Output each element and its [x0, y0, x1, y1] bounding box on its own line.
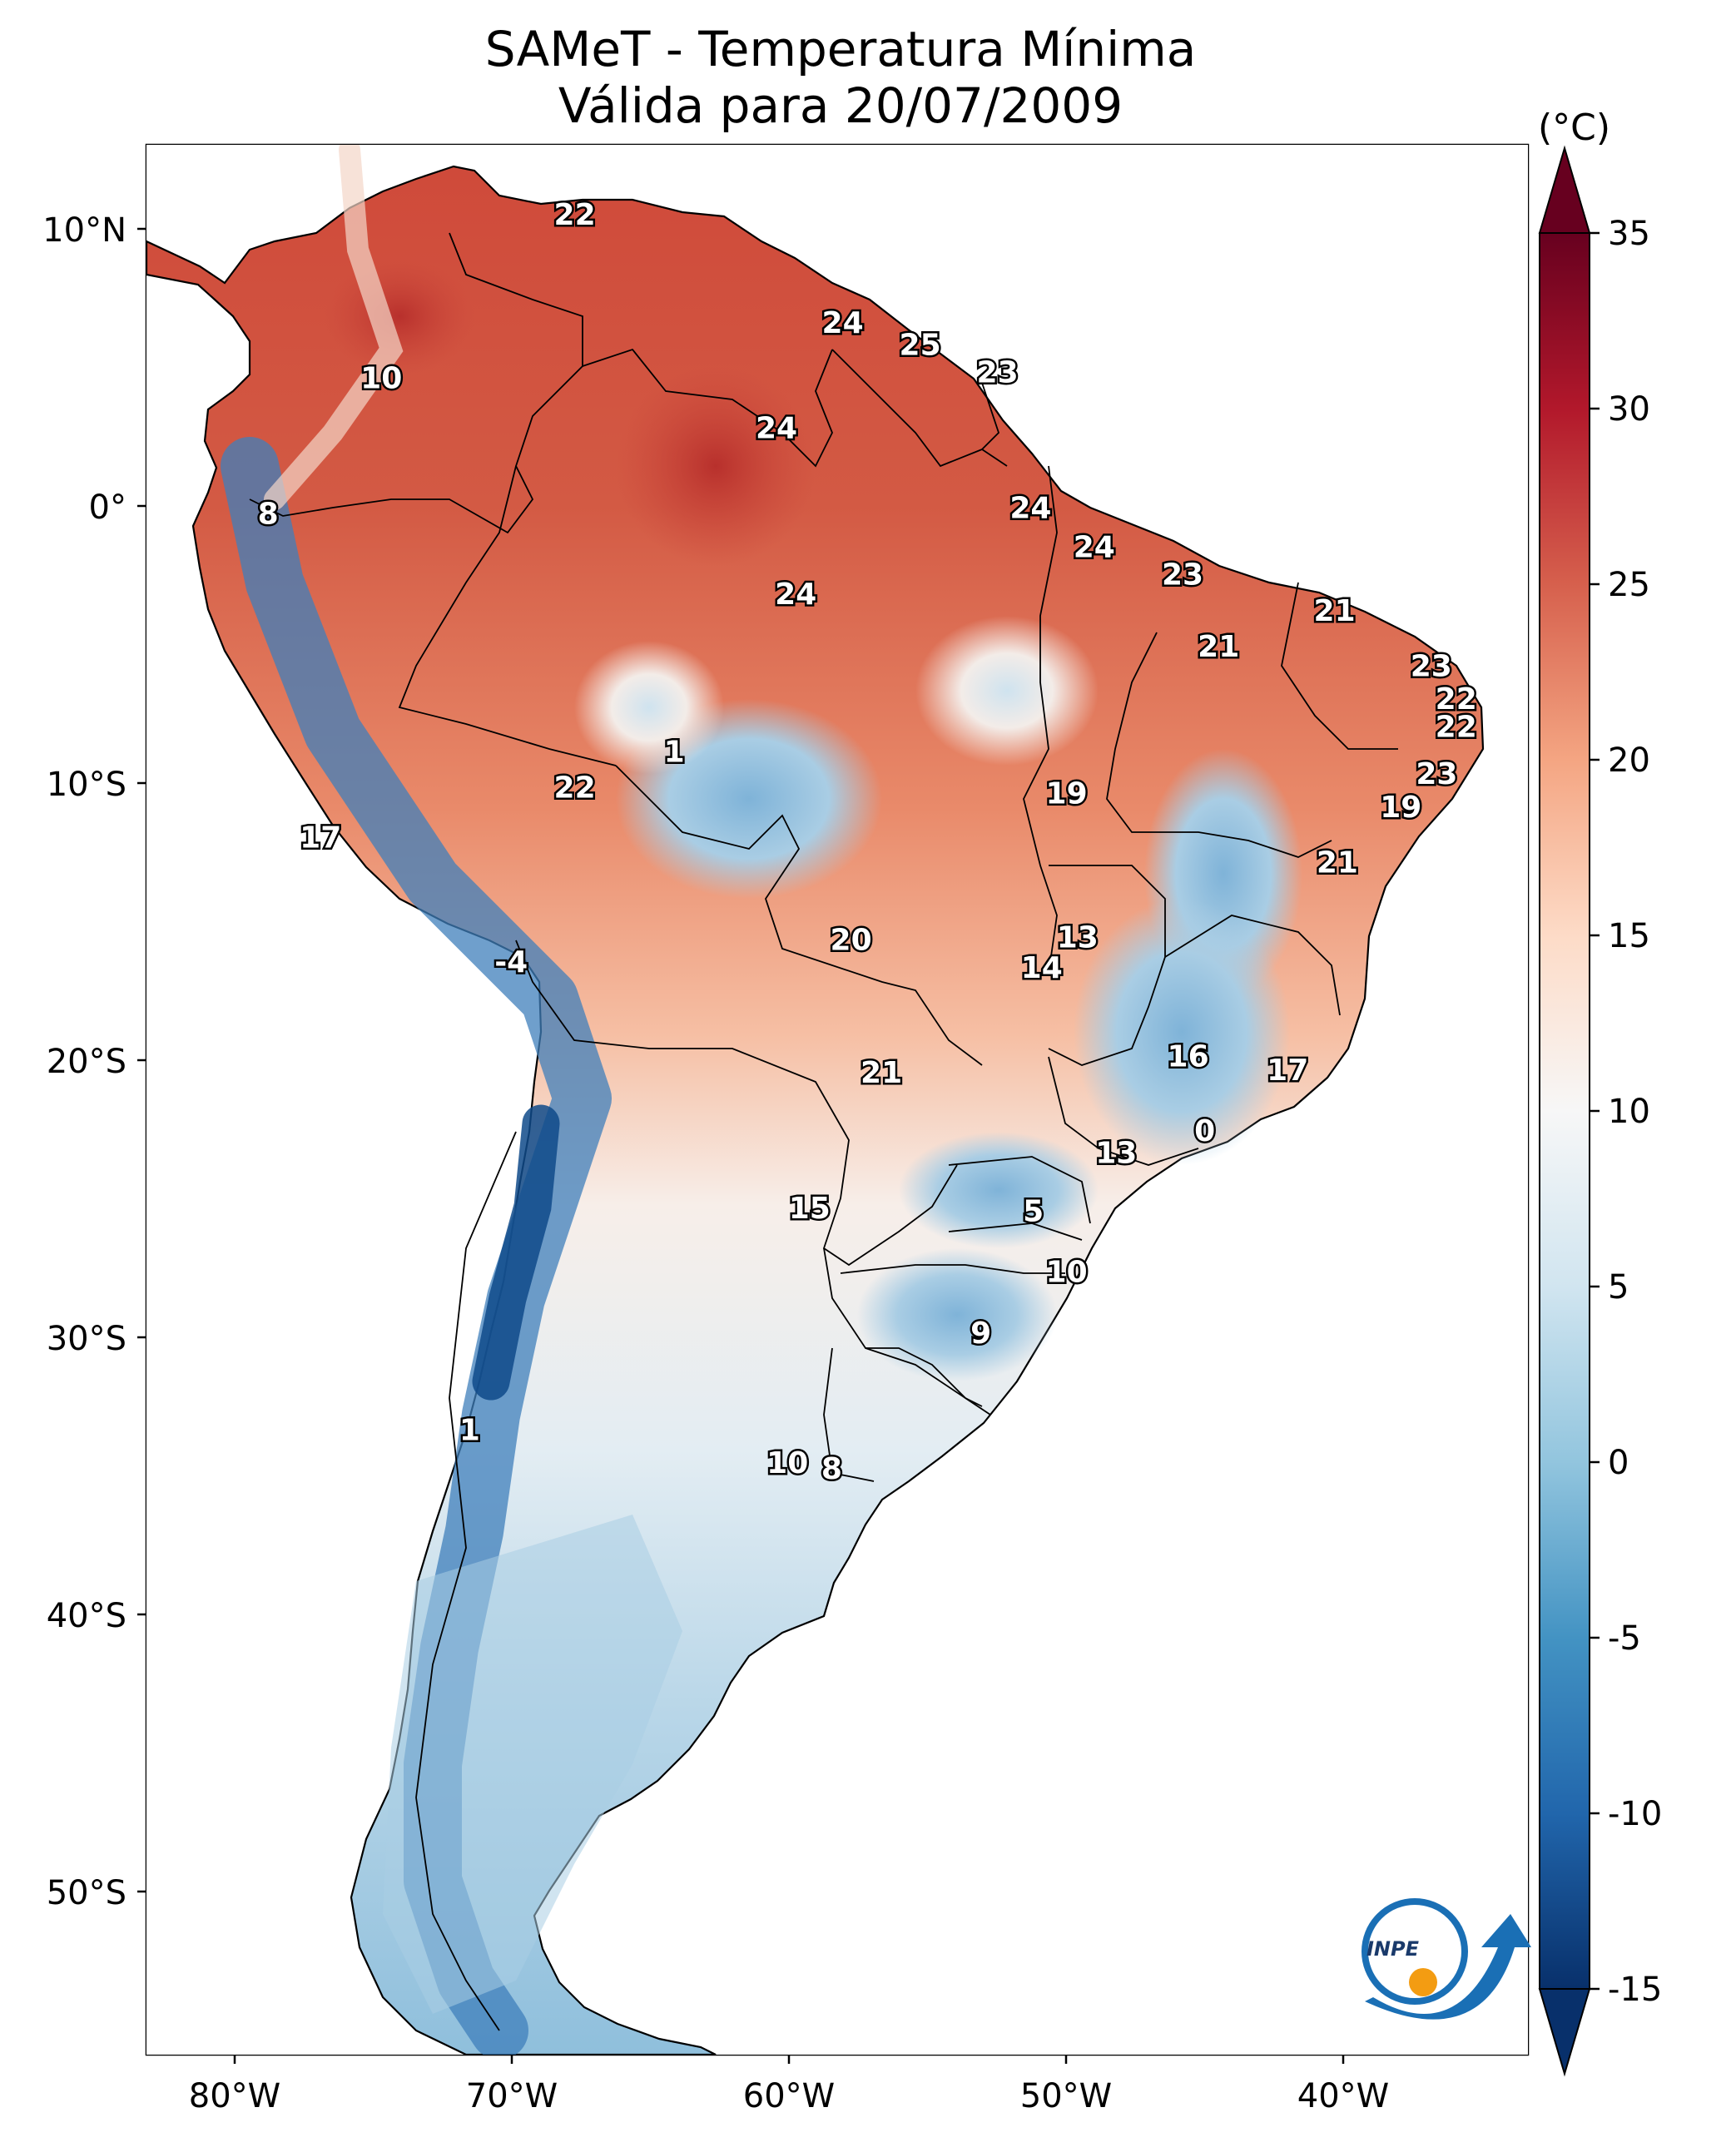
cold-area-minas	[1074, 899, 1290, 1165]
lat-tick-label: 20°S	[47, 1043, 126, 1081]
temperature-label: 22	[554, 771, 596, 806]
colorbar: 35 30 25 20 15 10 5 0 -5 -10 -15	[1538, 145, 1662, 2077]
temperature-label: 22	[554, 198, 596, 232]
lat-tick-label: 40°S	[47, 1597, 126, 1635]
colorbar-tick-label: 10	[1608, 1093, 1650, 1131]
temperature-label: 19	[1380, 791, 1421, 825]
temperature-label: 23	[977, 356, 1019, 390]
logo-arrow-icon	[1365, 1914, 1531, 2020]
temperature-label: 13	[1095, 1137, 1137, 1171]
temperature-label: 22	[1436, 711, 1477, 745]
temperature-label: 24	[775, 578, 816, 612]
temperature-label: 8	[258, 497, 279, 531]
temperature-label: 8	[821, 1452, 842, 1486]
temperature-label: 21	[1198, 630, 1239, 664]
map-title: SAMeT - Temperatura Mínima	[484, 21, 1197, 77]
lat-tick-label: 50°S	[47, 1874, 126, 1912]
hot-area-amazon	[616, 366, 816, 566]
lat-axis: 10°N 0° 10°S 20°S 30°S 40°S 50°S	[42, 211, 146, 1912]
temperature-label: 13	[1057, 920, 1099, 955]
northern-andes-band	[264, 145, 404, 510]
lat-tick-label: 10°S	[47, 766, 126, 804]
colorbar-min-extend	[1538, 1988, 1591, 2077]
temperature-label: 24	[1074, 530, 1115, 564]
temperature-label: 19	[1046, 776, 1088, 811]
temperature-label: 24	[822, 306, 864, 340]
temperature-label: 5	[1023, 1195, 1044, 1229]
temperature-label: 1	[459, 1413, 480, 1447]
colorbar-tick-label: 15	[1608, 917, 1650, 955]
lat-tick-label: 30°S	[47, 1320, 126, 1358]
temperature-label: 17	[300, 821, 341, 855]
temperature-label: 21	[1317, 846, 1358, 880]
patagonia-cold-area	[383, 1515, 682, 2014]
temperature-label: 17	[1267, 1054, 1308, 1088]
lat-tick-label: 0°	[89, 488, 126, 527]
temperature-label: 23	[1162, 558, 1203, 593]
temperature-label: 23	[1411, 649, 1452, 683]
colorbar-tick-label: -5	[1608, 1619, 1641, 1658]
colorbar-max-extend	[1538, 145, 1591, 234]
lon-tick-label: 70°W	[466, 2077, 558, 2115]
temperature-label: 15	[789, 1192, 831, 1226]
pale-area-amazonas	[574, 641, 724, 774]
temperature-label: 0	[1194, 1114, 1215, 1148]
colorbar-tick-label: 5	[1608, 1268, 1629, 1307]
lon-tick-label: 80°W	[189, 2077, 280, 2115]
colorbar-tick-label: 0	[1608, 1444, 1629, 1482]
colorbar-tick-label: -15	[1608, 1971, 1662, 2009]
temperature-label: 10	[1046, 1256, 1088, 1290]
temperature-label: 10	[766, 1446, 808, 1480]
temperature-label: 24	[1009, 492, 1051, 526]
temperature-label: 14	[1021, 951, 1063, 985]
colorbar-gradient	[1539, 232, 1590, 1990]
colorbar-tick-label: 20	[1608, 741, 1650, 780]
cold-area-parana	[899, 1132, 1099, 1248]
inpe-logo: INPE	[1362, 1898, 1531, 2020]
lon-tick-label: 60°W	[743, 2077, 835, 2115]
temperature-label: 21	[1314, 594, 1356, 628]
lon-tick-label: 50°W	[1020, 2077, 1112, 2115]
temperature-label: -4	[494, 945, 528, 979]
colorbar-tick-label: 25	[1608, 566, 1650, 604]
temperature-label: 16	[1168, 1039, 1209, 1074]
colorbar-tick-label: 35	[1608, 215, 1650, 253]
temperature-label: 24	[756, 411, 797, 445]
cold-area-rs	[857, 1248, 1057, 1381]
logo-text: INPE	[1366, 1937, 1420, 1961]
colorbar-tick-label: -10	[1608, 1795, 1662, 1833]
colorbar-unit-label: (°C)	[1538, 107, 1611, 149]
hot-area-colombia	[325, 258, 474, 374]
temperature-label: 9	[970, 1316, 991, 1351]
logo-ring-icon	[1362, 1898, 1468, 2005]
andes-coldest-core	[472, 1104, 560, 1401]
temperature-label: 1	[664, 735, 685, 769]
temperature-label: 25	[900, 329, 941, 363]
lon-tick-label: 40°W	[1297, 2077, 1389, 2115]
logo-dot-icon	[1409, 1968, 1437, 1996]
temperature-label: 20	[831, 924, 872, 958]
temperature-label: 22	[1436, 682, 1477, 717]
lat-tick-label: 10°N	[42, 211, 126, 250]
country-borders	[249, 232, 1398, 2031]
pale-area-para	[915, 616, 1099, 766]
map-subtitle: Válida para 20/07/2009	[558, 77, 1123, 134]
lon-axis: 80°W 70°W 60°W 50°W 40°W	[189, 2055, 1389, 2115]
temperature-label: 21	[861, 1056, 902, 1090]
temperature-label: 23	[1416, 757, 1457, 791]
temperature-label: 10	[360, 361, 402, 395]
colorbar-tick-label: 30	[1608, 390, 1650, 429]
